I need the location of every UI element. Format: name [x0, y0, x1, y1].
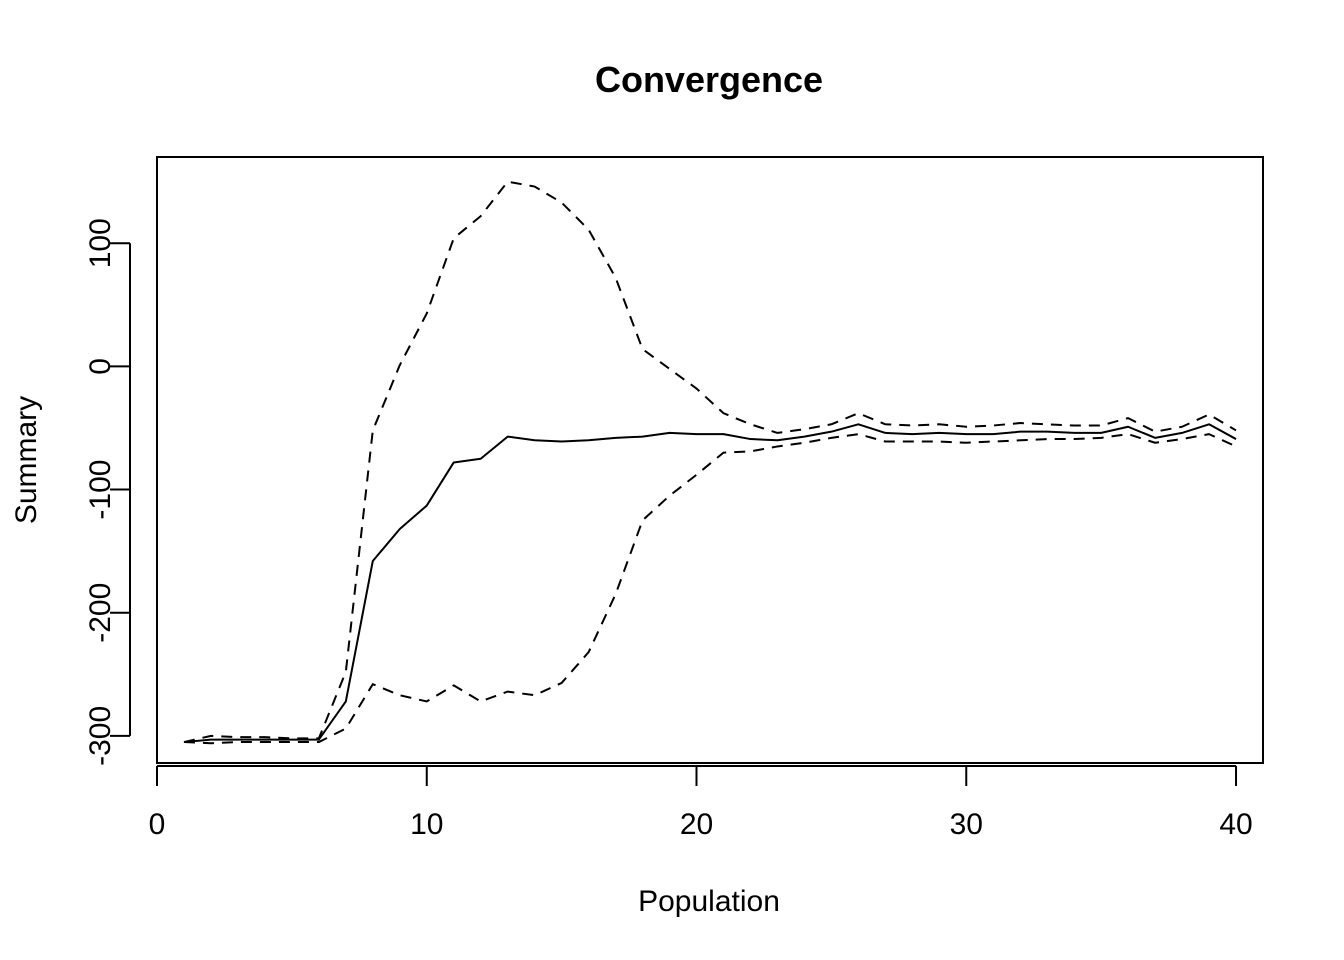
series-line-3	[183, 433, 1237, 745]
plot-area	[156, 156, 1264, 764]
x-tick-label: 10	[410, 808, 443, 841]
y-axis-label: Summary	[10, 396, 43, 524]
y-axis: -300 -200 -100 0 100	[84, 218, 131, 766]
y-tick-label: 0	[84, 358, 117, 375]
x-tick-label: 40	[1219, 808, 1252, 841]
series-line-2	[183, 180, 1237, 744]
x-tick-label: 30	[950, 808, 983, 841]
y-tick-label: -200	[84, 583, 117, 643]
y-tick-label: -300	[84, 706, 117, 766]
x-axis: 0 10 20 30 40	[149, 765, 1253, 841]
x-axis-label: Population	[638, 885, 780, 918]
series-line-1	[183, 423, 1237, 744]
y-tick-label: 100	[84, 218, 117, 268]
chart-title: Convergence	[595, 59, 823, 100]
x-tick-label: 20	[680, 808, 713, 841]
y-tick-label: -100	[84, 460, 117, 520]
x-tick-label: 0	[149, 808, 166, 841]
series-layer	[183, 180, 1237, 745]
